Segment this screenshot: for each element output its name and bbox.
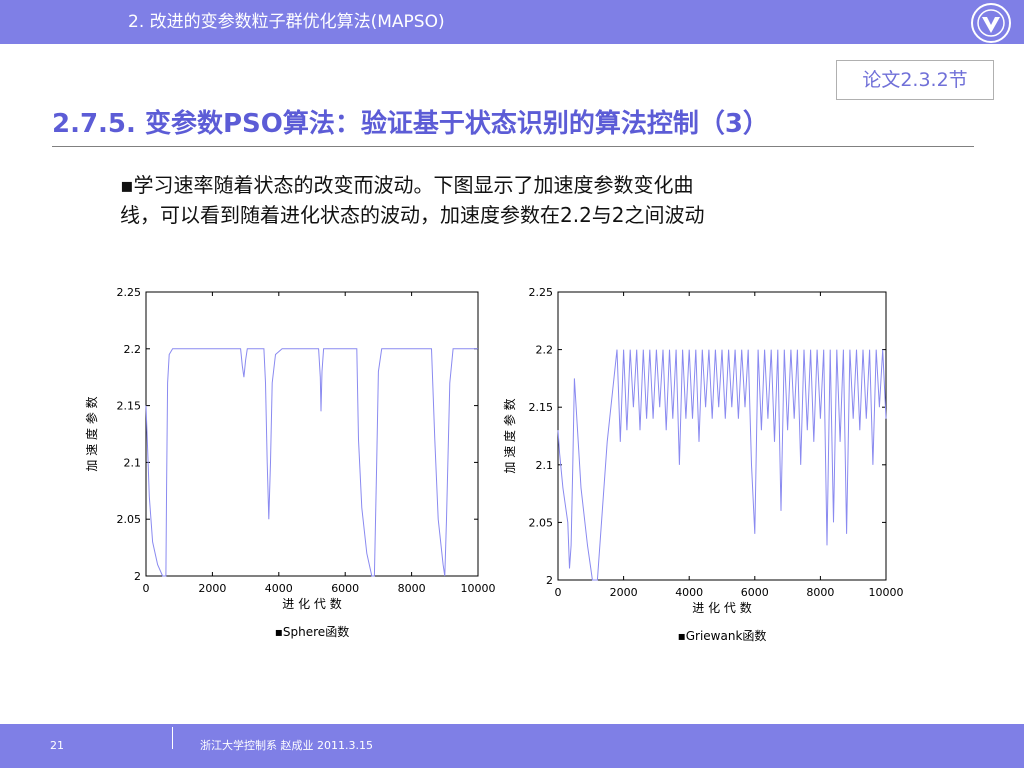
y-tick-label: 2.05 [529,516,554,529]
body-line-2: 线，可以看到随着进化状态的波动，加速度参数在2.2与2之间波动 [120,203,705,227]
header-title: 2. 改进的变参数粒子群优化算法(MAPSO) [128,12,445,32]
title-divider [52,146,974,147]
page-number: 21 [50,739,64,752]
x-tick-label: 2000 [198,582,226,595]
y-tick-label: 2.1 [536,459,554,472]
x-tick-label: 6000 [741,586,769,599]
header-bar [0,0,1024,44]
y-tick-label: 2 [546,574,553,587]
university-seal-icon [970,2,1012,44]
griewank-chart: 2 2.05 2.1 2.15 2.2 2.25 0 2000 4000 6000 8000 1000… [502,286,904,643]
series-line [145,348,478,577]
x-tick-label: 2000 [610,586,638,599]
slide-title: 2.7.5. 变参数PSO算法：验证基于状态识别的算法控制（3） [52,109,769,139]
x-tick-label: 10000 [461,582,496,595]
body-line-1: ▪学习速率随着状态的改变而波动。下图显示了加速度参数变化曲 [120,173,694,197]
y-tick-label: 2.2 [124,343,142,356]
x-tick-label: 8000 [806,586,834,599]
y-tick-label: 2.15 [117,400,142,413]
x-tick-label: 4000 [675,586,703,599]
plot-frame [557,291,887,581]
plot-frame [145,291,479,577]
y-tick-label: 2.2 [536,344,554,357]
chart-caption: ▪Sphere函数 [275,624,349,639]
x-axis-label: 进 化 代 数 [282,596,341,611]
series-line [557,349,887,581]
x-tick-label: 0 [143,582,150,595]
y-axis-label: 加 速 度 参 数 [502,398,517,473]
y-tick-label: 2.25 [117,286,142,299]
y-axis-label: 加 速 度 参 数 [84,396,99,471]
x-axis-label: 进 化 代 数 [692,600,751,615]
x-tick-label: 4000 [265,582,293,595]
x-tick-label: 8000 [398,582,426,595]
y-tick-label: 2.15 [529,401,554,414]
y-tick-label: 2 [134,570,141,583]
footer-bar [0,724,1024,768]
section-reference: 论文2.3.2节 [836,60,994,100]
y-tick-label: 2.25 [529,286,554,299]
footer-text: 浙江大学控制系 赵成业 2011.3.15 [200,739,373,752]
x-tick-label: 0 [555,586,562,599]
y-tick-label: 2.1 [124,456,142,469]
x-tick-label: 10000 [869,586,904,599]
chart-caption: ▪Griewank函数 [678,628,767,643]
sphere-chart: 2 2.05 2.1 2.15 2.2 2.25 0 2000 4000 6000 8000 1000… [84,286,496,639]
y-tick-label: 2.05 [117,513,142,526]
x-tick-label: 6000 [331,582,359,595]
body-text: ▪学习速率随着状态的改变而波动。下图显示了加速度参数变化曲 线，可以看到随着进化… [120,170,880,230]
footer-separator [172,727,173,749]
